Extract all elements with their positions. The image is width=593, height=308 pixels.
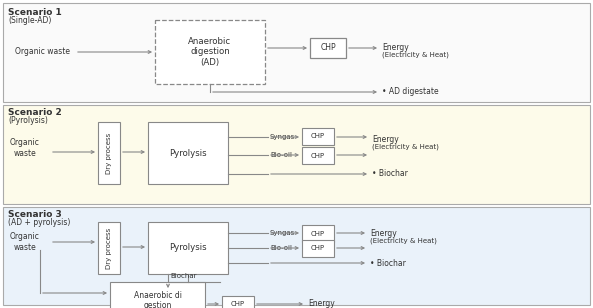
- Text: Bio-oil: Bio-oil: [270, 245, 292, 251]
- Text: CHP: CHP: [311, 152, 325, 159]
- Text: • AD digestate: • AD digestate: [382, 87, 439, 96]
- FancyBboxPatch shape: [3, 3, 590, 102]
- Text: Bio-oil: Bio-oil: [270, 152, 292, 158]
- Text: (Electricity & Heat): (Electricity & Heat): [372, 143, 439, 149]
- FancyBboxPatch shape: [3, 105, 590, 204]
- Text: (AD + pyrolysis): (AD + pyrolysis): [8, 218, 71, 227]
- Text: Scenario 3: Scenario 3: [8, 210, 62, 219]
- Text: (Pyrolysis): (Pyrolysis): [8, 116, 48, 125]
- FancyBboxPatch shape: [98, 222, 120, 274]
- Text: Anaerobic
digestion
(AD): Anaerobic digestion (AD): [189, 37, 231, 67]
- Text: Scenario 2: Scenario 2: [8, 108, 62, 117]
- Text: CHP: CHP: [311, 245, 325, 252]
- Text: • Biochar: • Biochar: [370, 258, 406, 268]
- Text: Dry process: Dry process: [106, 227, 112, 269]
- FancyBboxPatch shape: [302, 225, 334, 242]
- Text: Organic waste: Organic waste: [15, 47, 70, 56]
- Text: CHP: CHP: [311, 230, 325, 237]
- FancyBboxPatch shape: [222, 296, 254, 308]
- FancyBboxPatch shape: [110, 282, 205, 308]
- Text: Energy: Energy: [308, 299, 335, 308]
- Text: (Electricity & Heat): (Electricity & Heat): [308, 307, 375, 308]
- Text: • Biochar: • Biochar: [372, 169, 408, 179]
- Text: Syngas: Syngas: [270, 230, 295, 236]
- Text: CHP: CHP: [320, 43, 336, 52]
- Text: Organic
waste: Organic waste: [10, 232, 40, 252]
- FancyBboxPatch shape: [302, 147, 334, 164]
- FancyBboxPatch shape: [302, 128, 334, 145]
- Text: Dry process: Dry process: [106, 132, 112, 174]
- FancyBboxPatch shape: [3, 207, 590, 305]
- FancyBboxPatch shape: [148, 122, 228, 184]
- Text: (Electricity & Heat): (Electricity & Heat): [370, 237, 437, 244]
- Text: CHP: CHP: [311, 133, 325, 140]
- FancyBboxPatch shape: [148, 222, 228, 274]
- Text: Energy: Energy: [372, 135, 398, 144]
- Text: Energy: Energy: [382, 43, 409, 52]
- FancyBboxPatch shape: [302, 240, 334, 257]
- Text: Anaerobic di
gestion
(AD): Anaerobic di gestion (AD): [133, 291, 181, 308]
- FancyBboxPatch shape: [310, 38, 346, 58]
- Text: Pyrolysis: Pyrolysis: [169, 244, 207, 253]
- Text: Pyrolysis: Pyrolysis: [169, 148, 207, 157]
- Text: Biochar: Biochar: [170, 273, 196, 279]
- Text: Energy: Energy: [370, 229, 397, 238]
- FancyBboxPatch shape: [155, 20, 265, 84]
- Text: Organic
waste: Organic waste: [10, 138, 40, 158]
- Text: (Electricity & Heat): (Electricity & Heat): [382, 51, 449, 58]
- Text: CHP: CHP: [231, 302, 245, 307]
- FancyBboxPatch shape: [98, 122, 120, 184]
- Text: (Single-AD): (Single-AD): [8, 16, 52, 25]
- Text: Scenario 1: Scenario 1: [8, 8, 62, 17]
- Text: Syngas: Syngas: [270, 134, 295, 140]
